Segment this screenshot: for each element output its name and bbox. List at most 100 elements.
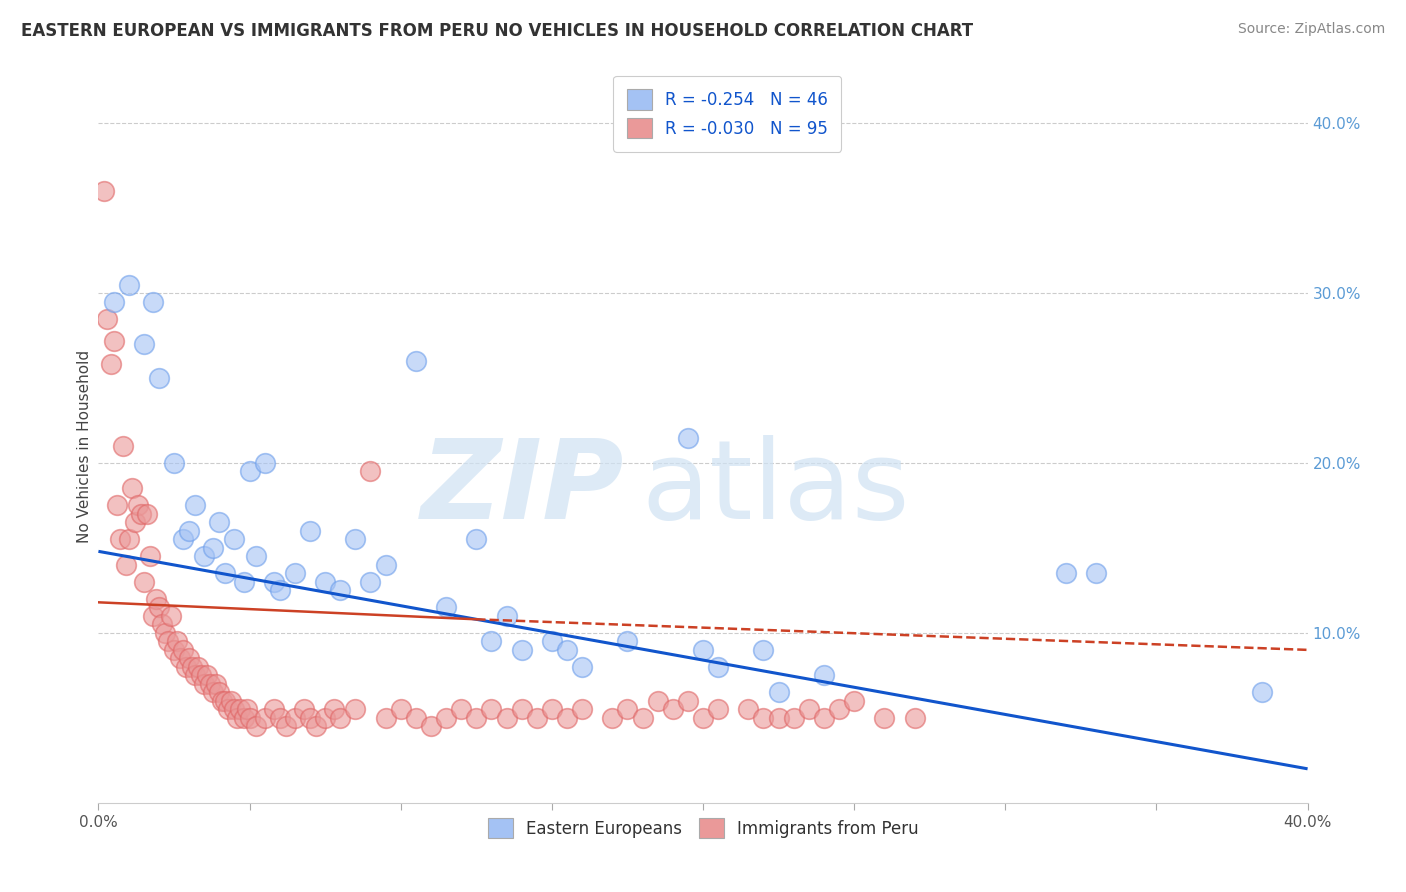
Point: [314, 574, 336, 589]
Point: [737, 702, 759, 716]
Point: [299, 711, 322, 725]
Point: [555, 643, 578, 657]
Point: [344, 533, 367, 547]
Legend: Eastern Europeans, Immigrants from Peru: Eastern Europeans, Immigrants from Peru: [474, 805, 932, 852]
Point: [179, 651, 201, 665]
Text: atlas: atlas: [641, 435, 910, 542]
Point: [676, 694, 699, 708]
Point: [768, 711, 790, 725]
Point: [904, 711, 927, 725]
Text: ZIP: ZIP: [420, 435, 624, 542]
Point: [873, 711, 896, 725]
Point: [844, 694, 866, 708]
Point: [314, 711, 336, 725]
Point: [510, 702, 533, 716]
Point: [205, 677, 228, 691]
Point: [224, 702, 246, 716]
Point: [1251, 685, 1274, 699]
Point: [153, 626, 176, 640]
Y-axis label: No Vehicles in Household: No Vehicles in Household: [77, 350, 91, 542]
Point: [129, 507, 152, 521]
Point: [181, 660, 204, 674]
Point: [571, 702, 593, 716]
Point: [555, 711, 578, 725]
Point: [245, 719, 267, 733]
Point: [160, 608, 183, 623]
Point: [108, 533, 131, 547]
Point: [434, 711, 457, 725]
Point: [172, 643, 194, 657]
Point: [103, 294, 125, 309]
Point: [450, 702, 472, 716]
Point: [187, 660, 209, 674]
Point: [150, 617, 173, 632]
Point: [420, 719, 443, 733]
Point: [768, 685, 790, 699]
Point: [329, 583, 352, 598]
Point: [405, 711, 427, 725]
Point: [510, 643, 533, 657]
Point: [616, 634, 638, 648]
Point: [142, 294, 165, 309]
Point: [360, 574, 382, 589]
Point: [707, 702, 730, 716]
Point: [481, 702, 503, 716]
Point: [263, 574, 285, 589]
Point: [360, 465, 382, 479]
Point: [323, 702, 346, 716]
Point: [148, 600, 170, 615]
Point: [692, 711, 714, 725]
Point: [103, 334, 125, 348]
Point: [707, 660, 730, 674]
Point: [676, 430, 699, 444]
Point: [232, 711, 254, 725]
Point: [344, 702, 367, 716]
Point: [211, 694, 233, 708]
Point: [114, 558, 136, 572]
Point: [305, 719, 328, 733]
Point: [284, 711, 307, 725]
Point: [118, 277, 141, 292]
Point: [118, 533, 141, 547]
Point: [253, 456, 276, 470]
Point: [481, 634, 503, 648]
Point: [602, 711, 624, 725]
Point: [284, 566, 307, 581]
Point: [224, 533, 246, 547]
Point: [163, 643, 186, 657]
Point: [132, 574, 155, 589]
Point: [571, 660, 593, 674]
Point: [214, 694, 236, 708]
Point: [269, 583, 291, 598]
Point: [139, 549, 162, 564]
Text: EASTERN EUROPEAN VS IMMIGRANTS FROM PERU NO VEHICLES IN HOUSEHOLD CORRELATION CH: EASTERN EUROPEAN VS IMMIGRANTS FROM PERU…: [21, 22, 973, 40]
Point: [752, 643, 775, 657]
Point: [200, 677, 222, 691]
Point: [813, 668, 835, 682]
Point: [96, 311, 118, 326]
Point: [783, 711, 806, 725]
Point: [172, 533, 194, 547]
Point: [374, 711, 396, 725]
Point: [135, 507, 157, 521]
Point: [93, 184, 115, 198]
Point: [526, 711, 548, 725]
Point: [299, 524, 322, 538]
Point: [202, 541, 225, 555]
Point: [239, 465, 262, 479]
Point: [184, 499, 207, 513]
Point: [245, 549, 267, 564]
Point: [616, 702, 638, 716]
Point: [214, 566, 236, 581]
Point: [232, 574, 254, 589]
Point: [274, 719, 297, 733]
Point: [828, 702, 851, 716]
Point: [239, 711, 262, 725]
Point: [208, 685, 231, 699]
Point: [156, 634, 179, 648]
Point: [179, 524, 201, 538]
Point: [389, 702, 412, 716]
Point: [121, 482, 143, 496]
Point: [193, 677, 215, 691]
Point: [111, 439, 134, 453]
